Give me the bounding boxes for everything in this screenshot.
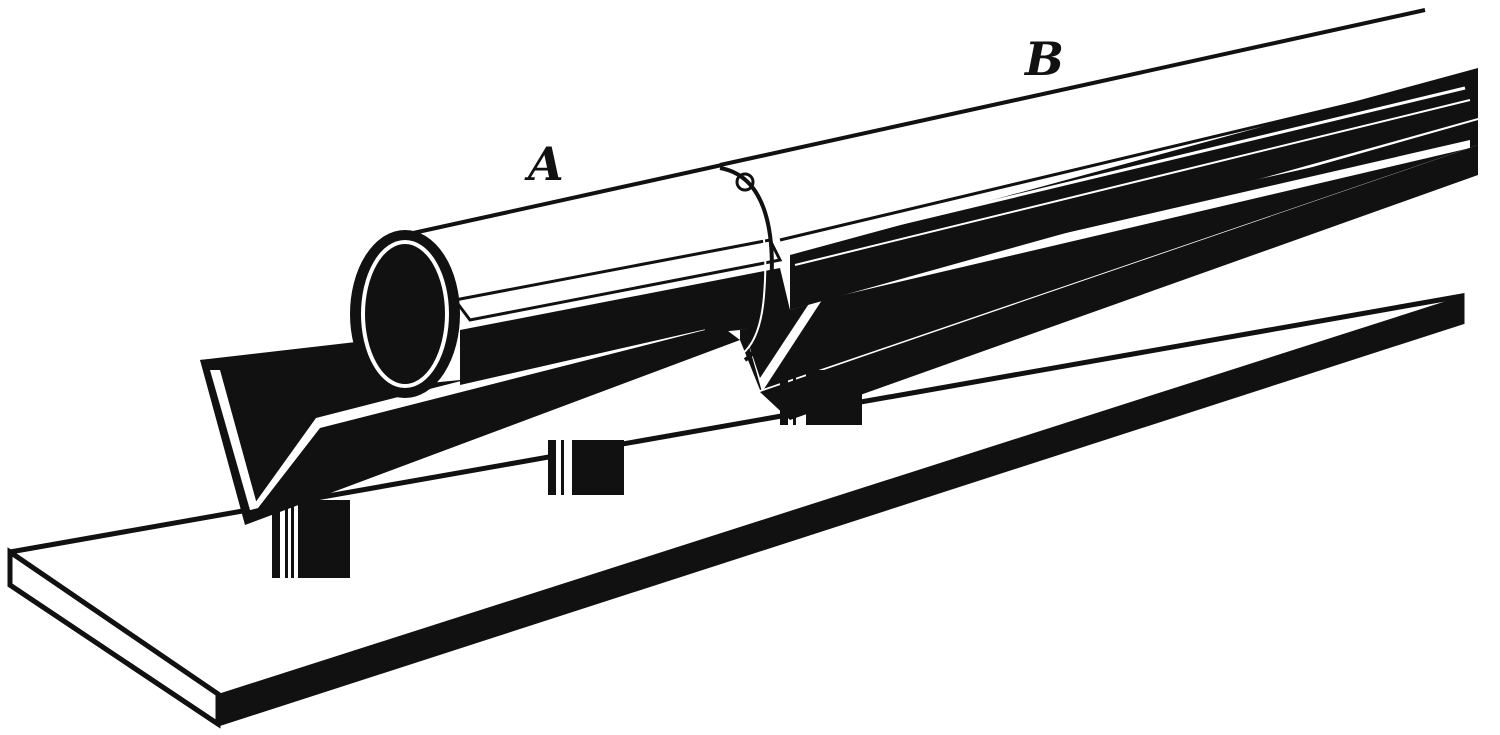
trough-front-right — [740, 120, 1478, 420]
tube-a — [350, 163, 790, 398]
label-a: A — [524, 137, 564, 191]
base-board — [7, 293, 1465, 729]
label-b: B — [1023, 32, 1064, 86]
tube-b — [719, 8, 1478, 310]
binding-wire — [719, 166, 774, 362]
